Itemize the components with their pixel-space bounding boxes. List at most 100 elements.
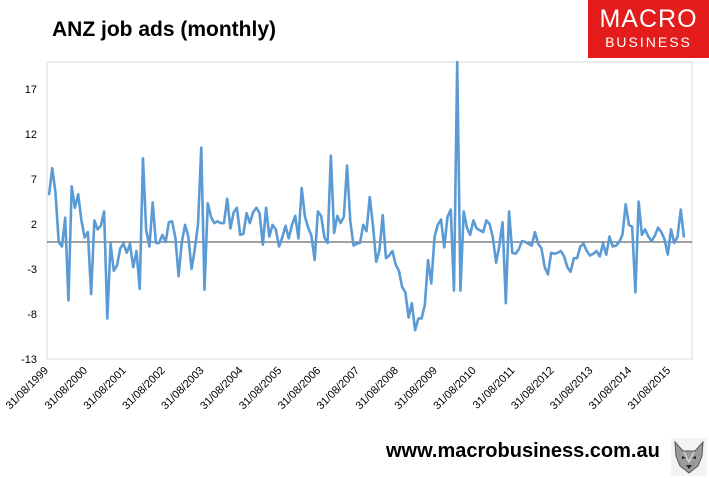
data-point [148, 246, 150, 248]
data-point [437, 224, 439, 226]
data-point [307, 227, 309, 229]
data-point [395, 264, 397, 266]
data-point [524, 241, 526, 243]
data-point [51, 167, 53, 169]
data-point [314, 259, 316, 261]
data-point [233, 211, 235, 213]
data-point [547, 273, 549, 275]
data-point [191, 268, 193, 270]
data-point [84, 237, 86, 239]
data-point [220, 222, 222, 224]
data-point [226, 198, 228, 200]
data-point [621, 234, 623, 236]
data-point [87, 231, 89, 233]
data-point [97, 228, 99, 230]
data-point [657, 227, 659, 229]
data-point [90, 293, 92, 295]
data-point [566, 266, 568, 268]
data-point [579, 246, 581, 248]
data-point [181, 241, 183, 243]
data-point [446, 216, 448, 218]
data-point [683, 237, 685, 239]
data-point [417, 318, 419, 320]
data-point [135, 250, 137, 252]
data-point [391, 250, 393, 252]
data-point [424, 304, 426, 306]
data-point [508, 210, 510, 212]
data-point [262, 244, 264, 246]
data-point [511, 252, 513, 254]
data-point [152, 201, 154, 203]
data-point [592, 253, 594, 255]
data-point [110, 243, 112, 245]
logo-line-1: MACRO [599, 5, 698, 33]
data-point [174, 237, 176, 239]
data-point [634, 291, 636, 293]
data-point [560, 250, 562, 252]
data-point [336, 215, 338, 217]
data-point [527, 243, 529, 245]
data-point [677, 236, 679, 238]
data-point [301, 187, 303, 189]
site-url: www.macrobusiness.com.au [386, 440, 660, 462]
data-point [71, 185, 73, 187]
data-point [482, 231, 484, 233]
data-point [644, 228, 646, 230]
data-point [320, 215, 322, 217]
data-point [323, 237, 325, 239]
data-point [492, 237, 494, 239]
y-tick-label: 7 [31, 174, 37, 186]
data-point [213, 222, 215, 224]
data-point [427, 259, 429, 261]
data-point [184, 224, 186, 226]
data-point [272, 224, 274, 226]
data-point [385, 257, 387, 259]
data-point [126, 252, 128, 254]
y-tick-label: 12 [25, 129, 37, 141]
data-point [544, 266, 546, 268]
data-point [463, 210, 465, 212]
data-point [489, 223, 491, 225]
data-point [631, 226, 633, 228]
data-point [421, 318, 423, 320]
data-point [113, 270, 115, 272]
data-point [297, 237, 299, 239]
data-point [414, 329, 416, 331]
data-point [618, 241, 620, 243]
data-point [165, 241, 167, 243]
data-point [74, 207, 76, 209]
data-point [369, 196, 371, 198]
data-point [265, 207, 267, 209]
data-point [638, 201, 640, 203]
data-point [537, 243, 539, 245]
data-point [359, 242, 361, 244]
data-point [259, 212, 261, 214]
data-point [223, 222, 225, 224]
data-point [615, 245, 617, 247]
data-point [459, 290, 461, 292]
data-point [586, 250, 588, 252]
y-tick-label: -13 [21, 354, 37, 366]
y-axis: 17 12 7 2 -3 -8 -13 [21, 84, 37, 366]
data-point [628, 224, 630, 226]
data-point [242, 233, 244, 235]
data-point [158, 242, 160, 244]
data-point [612, 246, 614, 248]
data-point [239, 234, 241, 236]
data-point [589, 255, 591, 257]
data-point [430, 282, 432, 284]
data-point [155, 242, 157, 244]
chart-title: ANZ job ads (monthly) [52, 18, 276, 41]
data-point [216, 220, 218, 222]
data-point [116, 264, 118, 266]
data-point [440, 219, 442, 221]
data-point [540, 247, 542, 249]
data-point [550, 252, 552, 254]
data-point [236, 207, 238, 209]
data-point [349, 220, 351, 222]
data-point [291, 224, 293, 226]
data-point [54, 192, 56, 194]
data-point [411, 302, 413, 304]
data-point [200, 147, 202, 149]
